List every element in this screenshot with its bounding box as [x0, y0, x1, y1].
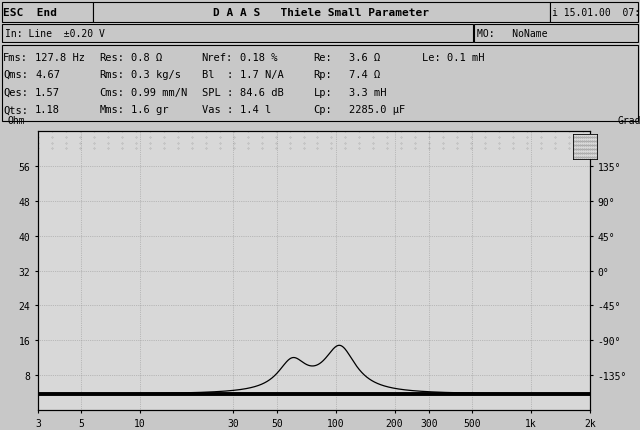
Text: 1.7 N/A: 1.7 N/A	[240, 70, 284, 80]
Text: 4.67: 4.67	[35, 70, 60, 80]
Text: SPL :: SPL :	[202, 88, 233, 98]
Text: Fms:: Fms:	[3, 52, 28, 62]
Text: 1.4 l: 1.4 l	[240, 105, 271, 115]
Text: 0.8 Ω: 0.8 Ω	[131, 52, 163, 62]
Bar	[550, 3, 638, 23]
Bar	[474, 25, 638, 43]
Text: 0.99 mm/N: 0.99 mm/N	[131, 88, 188, 98]
Text: Rms:: Rms:	[99, 70, 124, 80]
Bar	[2, 3, 93, 23]
Text: 1.57: 1.57	[35, 88, 60, 98]
Text: D A A S   Thiele Small Parameter: D A A S Thiele Small Parameter	[213, 8, 429, 18]
Text: Cms:: Cms:	[99, 88, 124, 98]
Text: i 15.01.00  07:47: i 15.01.00 07:47	[552, 8, 640, 18]
Text: MO:   NoName: MO: NoName	[477, 28, 547, 39]
Text: 7.4 Ω: 7.4 Ω	[349, 70, 380, 80]
Text: Re:: Re:	[314, 52, 332, 62]
Text: ESC  End: ESC End	[3, 8, 57, 18]
Text: 84.6 dB: 84.6 dB	[240, 88, 284, 98]
Text: 0.18 %: 0.18 %	[240, 52, 278, 62]
Text: 2285.0 μF: 2285.0 μF	[349, 105, 405, 115]
Text: Qms:: Qms:	[3, 70, 28, 80]
Text: 3.3 mH: 3.3 mH	[349, 88, 387, 98]
Text: In: Line  ±0.20 V: In: Line ±0.20 V	[5, 28, 105, 39]
Text: 1.18: 1.18	[35, 105, 60, 115]
Text: Mms:: Mms:	[99, 105, 124, 115]
Bar	[93, 3, 550, 23]
Text: Res:: Res:	[99, 52, 124, 62]
Text: Qes:: Qes:	[3, 88, 28, 98]
Bar	[2, 25, 473, 43]
Text: Bl  :: Bl :	[202, 70, 233, 80]
Text: Qts:: Qts:	[3, 105, 28, 115]
Text: Ohm: Ohm	[8, 116, 25, 126]
Text: Vas :: Vas :	[202, 105, 233, 115]
Text: 1.6 gr: 1.6 gr	[131, 105, 169, 115]
Text: Lp:: Lp:	[314, 88, 332, 98]
Text: Le: 0.1 mH: Le: 0.1 mH	[422, 52, 485, 62]
Text: Nref:: Nref:	[202, 52, 233, 62]
Text: Cp:: Cp:	[314, 105, 332, 115]
Text: 0.3 kg/s: 0.3 kg/s	[131, 70, 181, 80]
Text: Grad: Grad	[618, 116, 640, 126]
Text: 127.8 Hz: 127.8 Hz	[35, 52, 85, 62]
Text: Rp:: Rp:	[314, 70, 332, 80]
Text: 3.6 Ω: 3.6 Ω	[349, 52, 380, 62]
